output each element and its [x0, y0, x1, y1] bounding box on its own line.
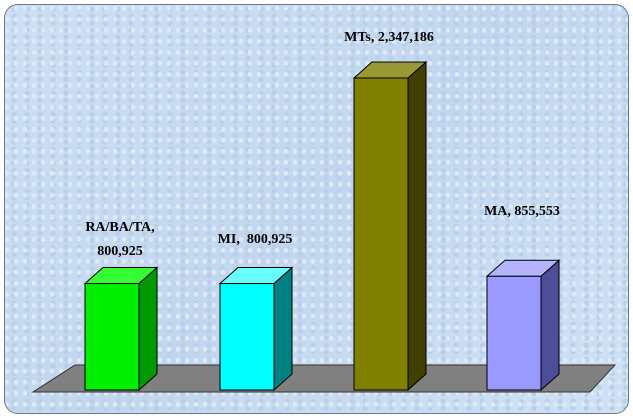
- bar-side: [540, 259, 560, 392]
- bar: [486, 275, 542, 391]
- data-label: MA, 855,553: [484, 204, 560, 220]
- bar: [353, 77, 409, 391]
- bar: [84, 283, 140, 391]
- data-label: RA/BA/TA, 800,925: [85, 219, 159, 259]
- bar: [219, 283, 275, 391]
- bar-side: [273, 266, 293, 392]
- data-label: MI, 800,925: [217, 231, 293, 247]
- data-label: MTs, 2,347,186: [344, 30, 434, 45]
- bar-side: [138, 266, 158, 392]
- bar-side: [407, 60, 427, 392]
- floor: [31, 364, 617, 393]
